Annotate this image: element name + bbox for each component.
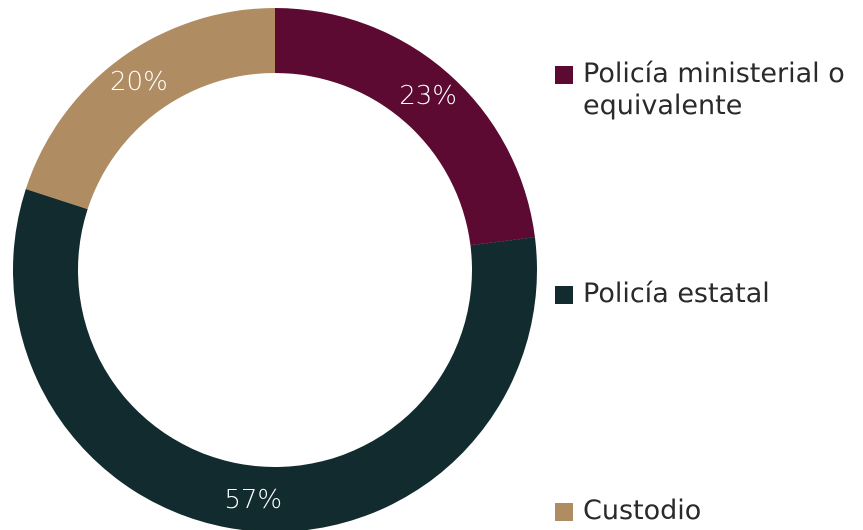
data-label: 20% [110, 67, 168, 97]
legend-item: Custodio [555, 495, 863, 527]
legend-item: Policía estatal [555, 278, 863, 310]
data-label: 57% [224, 485, 282, 515]
legend-label: Policía estatal [583, 278, 770, 309]
legend-swatch [555, 503, 573, 521]
legend-label: Custodio [583, 495, 702, 526]
legend-swatch [555, 66, 573, 84]
legend-label: Policía ministerial o equivalente [583, 58, 845, 121]
data-label: 23% [399, 81, 457, 111]
legend-item: Policía ministerial o equivalente [555, 58, 863, 122]
legend-swatch [555, 286, 573, 304]
donut-slice [13, 189, 537, 530]
donut-slice [275, 8, 535, 246]
donut-slice [25, 8, 275, 210]
